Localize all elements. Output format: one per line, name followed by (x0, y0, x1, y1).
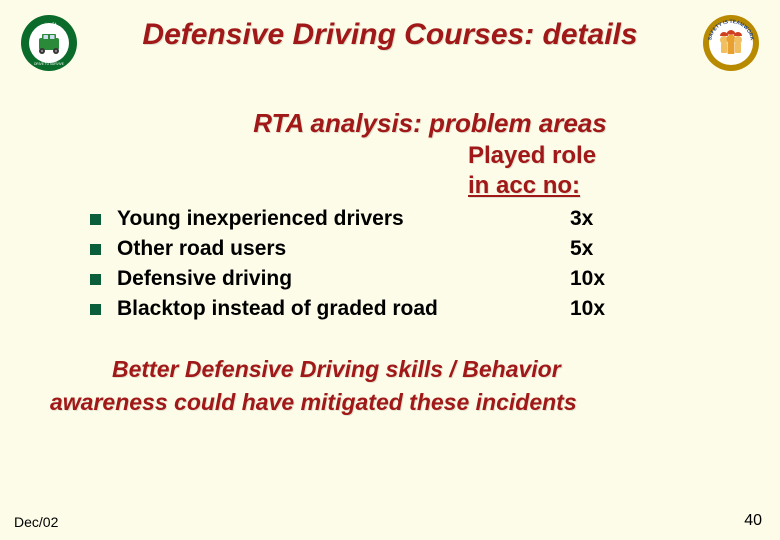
column-header: Played role in acc no: (468, 141, 760, 201)
header: قدّر تبقى DRIVE TO SURVIVE Defensive Dri… (20, 14, 760, 72)
conclusion-text: Better Defensive Driving skills / Behavi… (50, 353, 730, 420)
conclusion-line2: awareness could have mitigated these inc… (50, 389, 577, 415)
list-item: Other road users 5x (90, 237, 650, 261)
logo-safety-teamwork: SAFETY IS TEAMWORK (702, 14, 760, 72)
slide: قدّر تبقى DRIVE TO SURVIVE Defensive Dri… (0, 0, 780, 540)
svg-text:DRIVE TO SURVIVE: DRIVE TO SURVIVE (34, 62, 64, 66)
col-header-line2: in acc no: (468, 172, 580, 199)
list-item: Defensive driving 10x (90, 267, 650, 291)
item-value: 10x (570, 267, 650, 291)
col-header-line1: Played role (468, 142, 596, 169)
item-label: Other road users (117, 237, 570, 261)
bullet-icon (90, 244, 101, 255)
list-item: Young inexperienced drivers 3x (90, 207, 650, 231)
footer-date: Dec/02 (14, 514, 58, 530)
item-value: 3x (570, 207, 650, 231)
item-value: 5x (570, 237, 650, 261)
item-label: Defensive driving (117, 267, 570, 291)
subtitle: RTA analysis: problem areas (100, 108, 760, 139)
item-label: Young inexperienced drivers (117, 207, 570, 231)
footer-page-number: 40 (744, 512, 762, 530)
bullet-icon (90, 214, 101, 225)
bullet-icon (90, 274, 101, 285)
item-value: 10x (570, 297, 650, 321)
logo-drive-to-survive: قدّر تبقى DRIVE TO SURVIVE (20, 14, 78, 72)
svg-text:قدّر تبقى: قدّر تبقى (42, 21, 57, 26)
item-label: Blacktop instead of graded road (117, 297, 570, 321)
list-item: Blacktop instead of graded road 10x (90, 297, 650, 321)
bullet-icon (90, 304, 101, 315)
problem-areas-list: Young inexperienced drivers 3x Other roa… (90, 207, 650, 321)
slide-title: Defensive Driving Courses: details (88, 14, 692, 52)
conclusion-line1: Better Defensive Driving skills / Behavi… (112, 356, 561, 382)
